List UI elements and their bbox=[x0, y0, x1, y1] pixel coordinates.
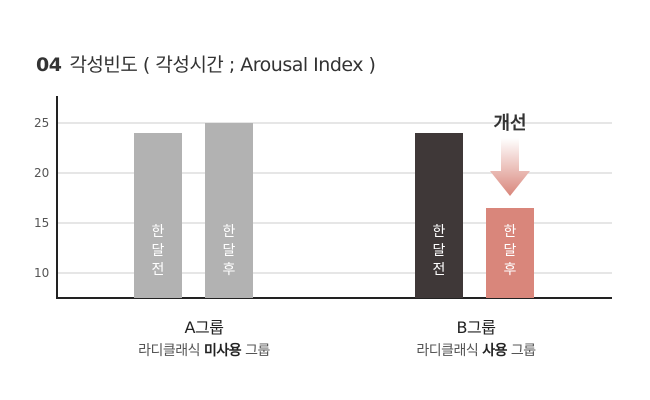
chart-title: 04 각성빈도 ( 각성시간 ; Arousal Index ) bbox=[36, 50, 376, 77]
group-a-desc-suffix: 그룹 bbox=[241, 343, 270, 359]
y-tick-label: 25 bbox=[34, 116, 49, 130]
bar bbox=[486, 208, 534, 298]
group-b-name: B그룹 bbox=[456, 318, 496, 337]
group-a-desc: 라디클래식 미사용 그룹 bbox=[84, 340, 324, 360]
bar bbox=[205, 123, 253, 298]
bar-label: 달 bbox=[433, 243, 446, 259]
group-a-desc-prefix: 라디클래식 bbox=[138, 343, 204, 359]
bar-label: 후 bbox=[223, 262, 236, 278]
bar bbox=[134, 133, 182, 298]
bar-label: 한 bbox=[223, 224, 236, 240]
chart-title-text: 각성빈도 ( 각성시간 ; Arousal Index ) bbox=[69, 54, 376, 76]
bar-label: 전 bbox=[433, 262, 446, 278]
improvement-label: 개선 bbox=[493, 113, 526, 134]
chart-title-number: 04 bbox=[36, 54, 62, 76]
group-a-name: A그룹 bbox=[184, 318, 224, 337]
bar-label: 달 bbox=[504, 243, 517, 259]
bar bbox=[415, 133, 463, 298]
y-tick-label: 20 bbox=[34, 166, 49, 180]
group-a-desc-bold: 미사용 bbox=[204, 343, 242, 359]
bar-label: 달 bbox=[223, 243, 236, 259]
bar-label: 후 bbox=[504, 262, 517, 278]
group-b-desc-bold: 사용 bbox=[482, 343, 507, 359]
bar-label: 전 bbox=[152, 262, 165, 278]
bar-label: 한 bbox=[504, 224, 517, 240]
bar-label: 한 bbox=[152, 224, 165, 240]
bar-label: 한 bbox=[433, 224, 446, 240]
group-b-desc-suffix: 그룹 bbox=[506, 343, 536, 359]
bar-label: 달 bbox=[152, 243, 165, 259]
group-b-desc-prefix: 라디클래식 bbox=[416, 343, 483, 359]
group-b-desc: 라디클래식 사용 그룹 bbox=[356, 340, 596, 360]
y-tick-label: 10 bbox=[34, 266, 49, 280]
y-tick-label: 15 bbox=[34, 216, 49, 230]
down-arrow-icon bbox=[490, 138, 530, 196]
